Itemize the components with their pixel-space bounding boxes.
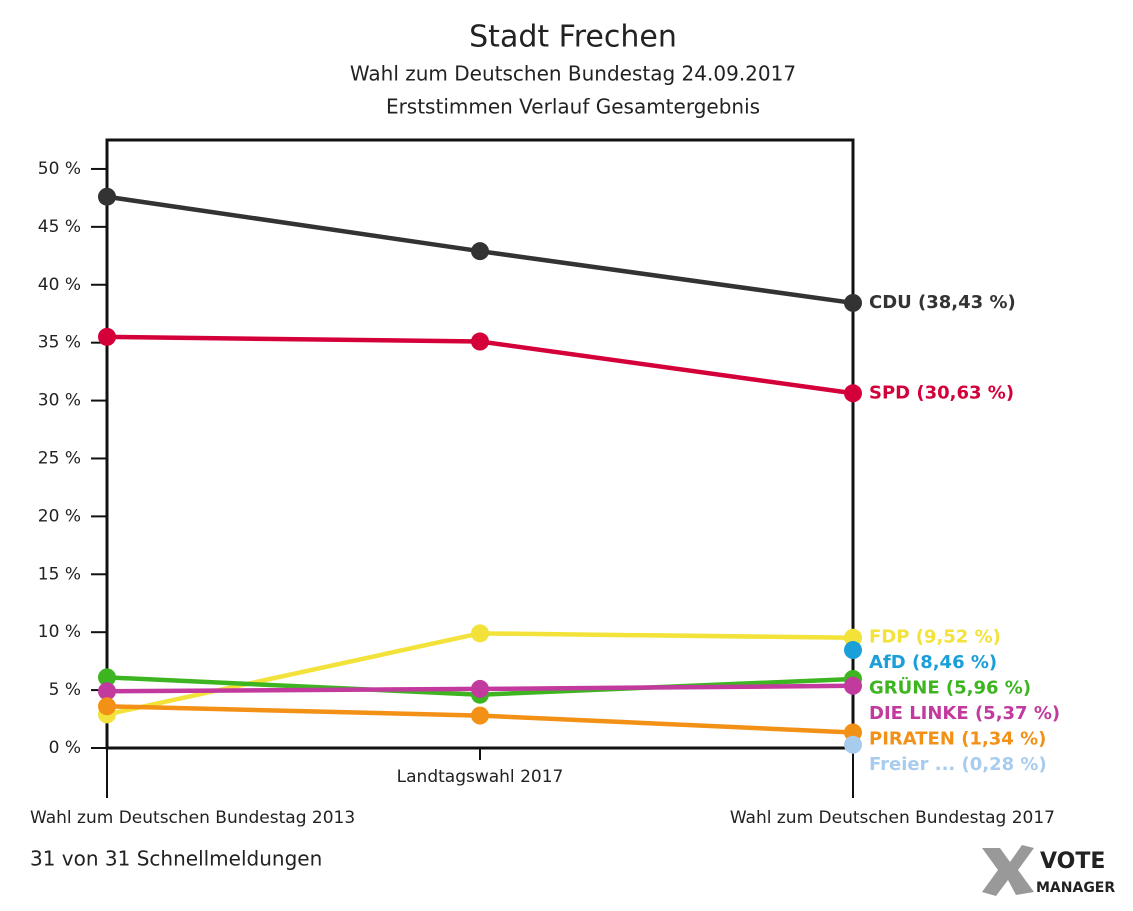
series-marker (98, 682, 116, 701)
chart-subtitle: Wahl zum Deutschen Bundestag 24.09.2017 (350, 62, 796, 86)
y-tick-label: 25 % (38, 448, 81, 468)
data-label: DIE LINKE (5,37 %) (869, 703, 1060, 724)
series-marker (844, 293, 862, 312)
data-label: SPD (30,63 %) (869, 382, 1014, 403)
footer: 31 von 31 Schnellmeldungen (30, 847, 322, 871)
data-label: FDP (9,52 %) (869, 627, 1001, 648)
series-marker (844, 676, 862, 695)
series-marker (844, 735, 862, 754)
y-tick-label: 40 % (38, 275, 81, 295)
y-tick-label: 50 % (38, 159, 81, 179)
series-marker (98, 668, 116, 687)
x-tick-label: Wahl zum Deutschen Bundestag 2013 (30, 808, 355, 828)
series-marker (98, 697, 116, 716)
series-marker (471, 706, 489, 725)
x-tick-label: Landtagswahl 2017 (397, 767, 564, 787)
series-marker (471, 679, 489, 698)
plot-frame (105, 138, 855, 750)
y-tick-label: 30 % (38, 391, 81, 411)
series-marker (844, 641, 862, 660)
series-marker (844, 384, 862, 403)
y-tick-label: 35 % (38, 333, 81, 353)
data-label: Freier ... (0,28 %) (869, 754, 1047, 775)
data-label: PIRATEN (1,34 %) (869, 729, 1046, 750)
y-tick-label: 45 % (38, 217, 81, 237)
y-tick-label: 5 % (49, 680, 81, 700)
y-tick-label: 15 % (38, 564, 81, 584)
y-tick-label: 10 % (38, 622, 81, 642)
chart-title: Stadt Frechen (469, 20, 677, 55)
series-marker (471, 624, 489, 643)
series-marker (471, 332, 489, 351)
data-label: GRÜNE (5,96 %) (869, 677, 1031, 699)
x-tick-label: Wahl zum Deutschen Bundestag 2017 (730, 808, 1055, 828)
series-marker (471, 242, 489, 261)
logo-text: MANAGER (1036, 880, 1115, 896)
series-marker (98, 327, 116, 346)
y-tick-label: 0 % (49, 738, 81, 758)
series-marker (98, 187, 116, 206)
data-label: CDU (38,43 %) (869, 292, 1016, 313)
logo: VOTE MANAGER (982, 845, 1115, 896)
chart-subtitle: Erststimmen Verlauf Gesamtergebnis (386, 95, 760, 119)
data-label: AfD (8,46 %) (869, 652, 997, 673)
y-tick-label: 20 % (38, 506, 81, 526)
logo-text: VOTE (1040, 849, 1105, 874)
